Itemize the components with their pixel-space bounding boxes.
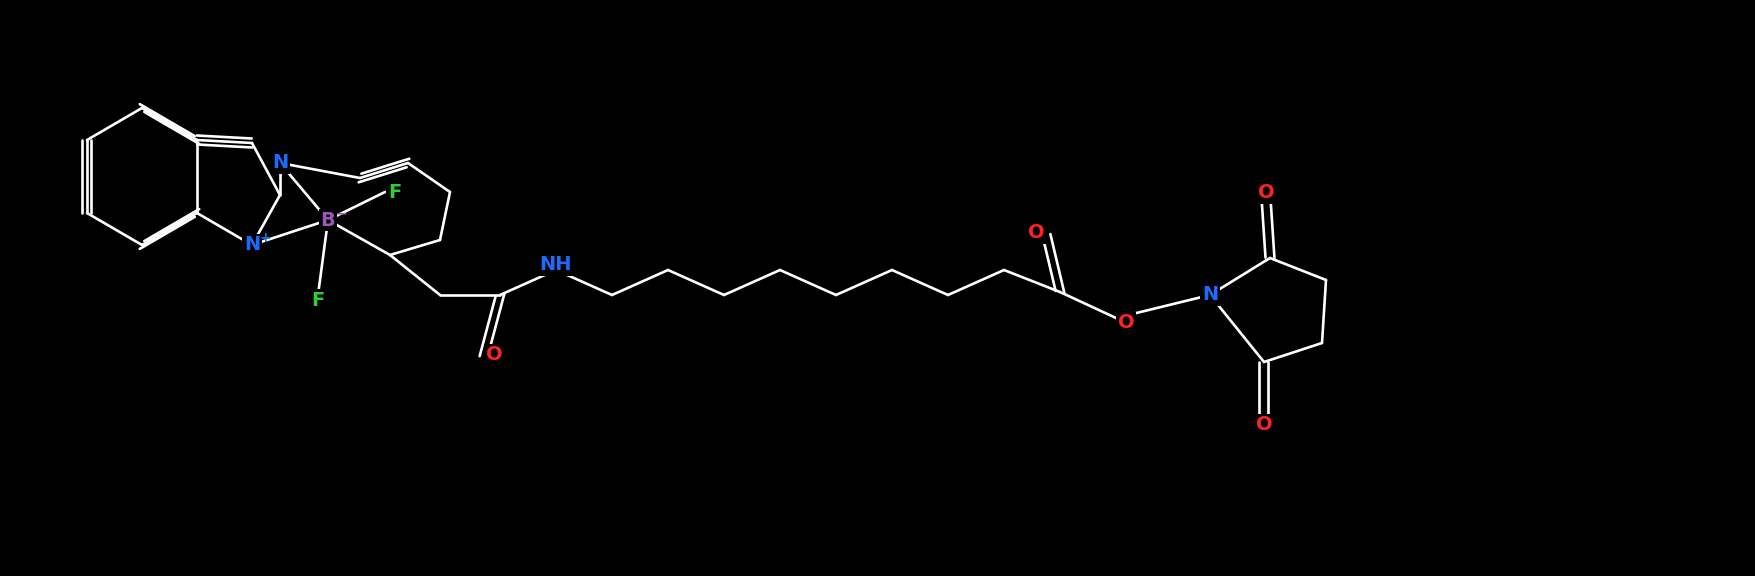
Text: N: N	[272, 153, 288, 172]
Text: O: O	[1257, 184, 1274, 203]
Text: B: B	[321, 210, 335, 229]
Text: O: O	[486, 346, 502, 365]
Text: N: N	[1200, 286, 1218, 305]
Text: F: F	[388, 183, 402, 202]
Text: O: O	[1116, 313, 1134, 332]
Text: O: O	[1027, 223, 1044, 242]
Text: F: F	[311, 290, 325, 309]
Text: N: N	[244, 236, 260, 255]
Text: +: +	[260, 231, 270, 245]
Text: O: O	[1255, 415, 1272, 434]
Text: NH: NH	[539, 256, 572, 275]
Text: −: −	[335, 206, 347, 220]
